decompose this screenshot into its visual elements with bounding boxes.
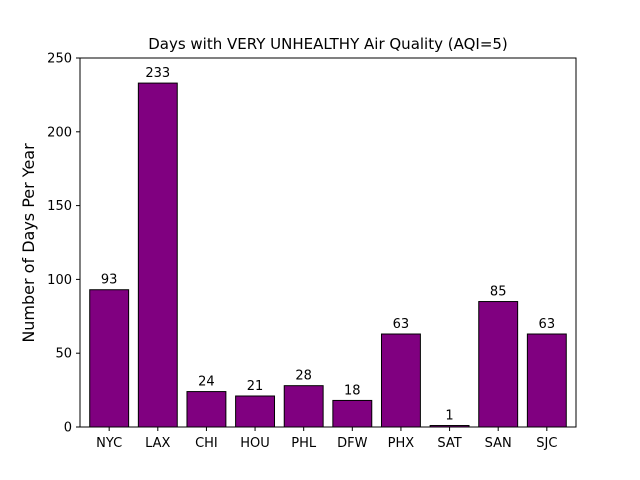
x-tick-label-dfw: DFW — [337, 436, 367, 451]
bar-hou — [235, 395, 276, 428]
x-tick-label-lax: LAX — [145, 436, 170, 451]
y-tick-label-200: 200 — [47, 125, 72, 140]
bar-phl — [283, 385, 324, 428]
x-tick-label-nyc: NYC — [96, 436, 122, 451]
y-tick-label-250: 250 — [47, 52, 72, 67]
bar-sjc — [526, 333, 567, 428]
bar-phx — [380, 333, 421, 428]
y-tick-label-50: 50 — [55, 347, 72, 362]
x-tick-label-hou: HOU — [240, 436, 270, 451]
y-tick-label-0: 0 — [64, 421, 72, 436]
x-tick-label-sat: SAT — [437, 436, 461, 451]
x-axis: NYC LAX CHI HOU PHL DFW PHX SAT SAN SJC — [96, 427, 557, 451]
chart-title: Days with VERY UNHEALTHY Air Quality (AQ… — [148, 35, 508, 53]
bar-nyc — [89, 289, 130, 428]
bar-lax — [137, 82, 178, 428]
data-labels-group: 93 233 24 21 28 18 63 1 85 63 — [101, 66, 555, 423]
data-label-hou: 21 — [247, 379, 264, 394]
data-label-chi: 24 — [198, 375, 215, 390]
y-tick-label-150: 150 — [47, 199, 72, 214]
y-axis-label: Number of Days Per Year — [19, 143, 38, 343]
data-label-nyc: 93 — [101, 273, 118, 288]
y-axis: 0 50 100 150 200 250 — [47, 52, 80, 436]
bar-chi — [186, 391, 227, 428]
bar-san — [478, 301, 519, 428]
data-label-lax: 233 — [145, 66, 170, 81]
x-tick-label-san: SAN — [485, 436, 512, 451]
bars-group — [89, 82, 567, 428]
data-label-dfw: 18 — [344, 383, 361, 398]
data-label-sjc: 63 — [539, 317, 556, 332]
x-tick-label-phl: PHL — [291, 436, 317, 451]
plot-frame — [79, 57, 577, 428]
x-tick-label-sjc: SJC — [536, 436, 557, 451]
data-label-sat: 1 — [445, 409, 453, 424]
y-tick-label-100: 100 — [47, 273, 72, 288]
x-tick-label-chi: CHI — [195, 436, 218, 451]
bar-dfw — [332, 399, 373, 428]
x-tick-label-phx: PHX — [388, 436, 415, 451]
data-label-phl: 28 — [295, 369, 312, 384]
data-label-phx: 63 — [393, 317, 410, 332]
data-label-san: 85 — [490, 285, 507, 300]
